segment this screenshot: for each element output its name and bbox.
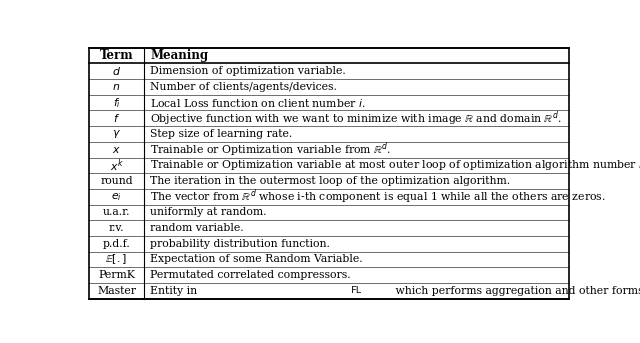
Text: which performs aggregation and other forms of reductions.: which performs aggregation and other for…	[392, 286, 640, 296]
Text: probability distribution function.: probability distribution function.	[150, 239, 330, 249]
Text: Master: Master	[97, 286, 136, 296]
Text: PermK: PermK	[98, 270, 135, 280]
Text: Permutated correlated compressors.: Permutated correlated compressors.	[150, 270, 351, 280]
Text: random variable.: random variable.	[150, 223, 244, 233]
Text: The vector from $\mathbb{R}^{d}$ whose i-th component is equal 1 while all the o: The vector from $\mathbb{R}^{d}$ whose i…	[150, 187, 606, 206]
Text: Trainable or Optimization variable at most outer loop of optimization algorithm : Trainable or Optimization variable at mo…	[150, 158, 640, 173]
Text: Expectation of some Random Variable.: Expectation of some Random Variable.	[150, 255, 363, 264]
Text: $x^k$: $x^k$	[109, 157, 124, 174]
Text: $\mathbb{E}[.]$: $\mathbb{E}[.]$	[106, 252, 127, 267]
Text: $\gamma$: $\gamma$	[112, 128, 121, 140]
Text: Step size of learning rate.: Step size of learning rate.	[150, 129, 292, 139]
Text: $x$: $x$	[112, 145, 121, 155]
Text: Dimension of optimization variable.: Dimension of optimization variable.	[150, 66, 346, 76]
Text: u.a.r.: u.a.r.	[103, 208, 131, 217]
Text: $f_i$: $f_i$	[113, 96, 120, 109]
Text: $d$: $d$	[112, 65, 121, 77]
Text: FL: FL	[351, 286, 363, 295]
Text: Number of clients/agents/devices.: Number of clients/agents/devices.	[150, 82, 337, 92]
Text: The iteration in the outermost loop of the optimization algorithm.: The iteration in the outermost loop of t…	[150, 176, 510, 186]
Text: round: round	[100, 176, 133, 186]
Text: r.v.: r.v.	[109, 223, 124, 233]
Text: p.d.f.: p.d.f.	[102, 239, 131, 249]
Text: uniformly at random.: uniformly at random.	[150, 208, 266, 217]
Text: Term: Term	[100, 49, 133, 62]
Text: $e_i$: $e_i$	[111, 191, 122, 203]
Text: $f$: $f$	[113, 112, 120, 124]
Text: Trainable or Optimization variable from $\mathbb{R}^{d}$.: Trainable or Optimization variable from …	[150, 140, 391, 159]
Text: Objective function with we want to minimize with image $\mathbb{R}$ and domain $: Objective function with we want to minim…	[150, 109, 562, 128]
Text: Entity in: Entity in	[150, 286, 201, 296]
Text: Meaning: Meaning	[150, 49, 208, 62]
Text: $n$: $n$	[113, 82, 120, 92]
Text: Local Loss function on client number $i$.: Local Loss function on client number $i$…	[150, 97, 366, 109]
